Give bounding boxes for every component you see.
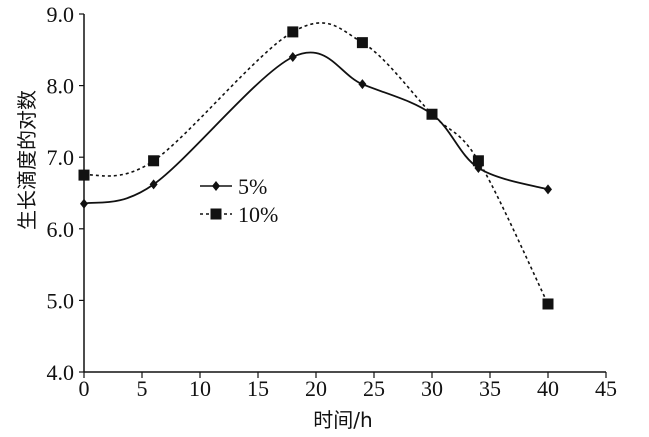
x-ticks: 0 5 10 15 20 25 30 35 40 45 [79,372,617,401]
x-tick-label: 35 [479,376,501,401]
y-axis-title: 生长滴度的对数 [15,90,39,230]
x-tick-label: 40 [537,376,559,401]
legend-label: 5% [238,174,267,199]
square-marker [472,155,484,167]
x-tick-label: 15 [247,376,269,401]
legend-item: 10% [200,202,278,227]
y-tick-label: 9.0 [47,2,75,27]
diamond-marker [149,179,158,190]
square-marker [356,37,368,49]
series-layer [78,22,554,310]
y-tick-label: 7.0 [47,145,75,170]
x-tick-label: 5 [137,376,148,401]
x-tick-label: 10 [189,376,211,401]
x-tick-label: 20 [305,376,327,401]
square-marker [210,208,222,220]
x-tick-label: 0 [79,376,90,401]
square-marker [78,169,90,181]
x-tick-label: 25 [363,376,385,401]
diamond-marker [544,184,552,195]
square-marker [426,108,438,120]
x-axis-title: 时间/h [313,408,372,432]
y-ticks: 4.0 5.0 6.0 7.0 8.0 9.0 [47,2,84,385]
y-tick-label: 8.0 [47,74,75,99]
diamond-marker [212,181,220,191]
legend-label: 10% [238,202,278,227]
square-marker [542,298,554,310]
diamond-marker [80,198,88,209]
square-marker [287,26,299,38]
diamond-marker [288,51,297,62]
series-2 [78,22,554,310]
diamond-marker [358,79,367,90]
legend-item: 5% [200,174,267,199]
y-tick-label: 6.0 [47,217,75,242]
x-tick-label: 45 [595,376,617,401]
square-marker [148,155,160,167]
axes [83,14,606,373]
legend: 5%10% [200,174,278,227]
y-tick-label: 4.0 [47,360,75,385]
series-1 [80,51,552,209]
x-tick-label: 30 [421,376,443,401]
y-tick-label: 5.0 [47,288,75,313]
